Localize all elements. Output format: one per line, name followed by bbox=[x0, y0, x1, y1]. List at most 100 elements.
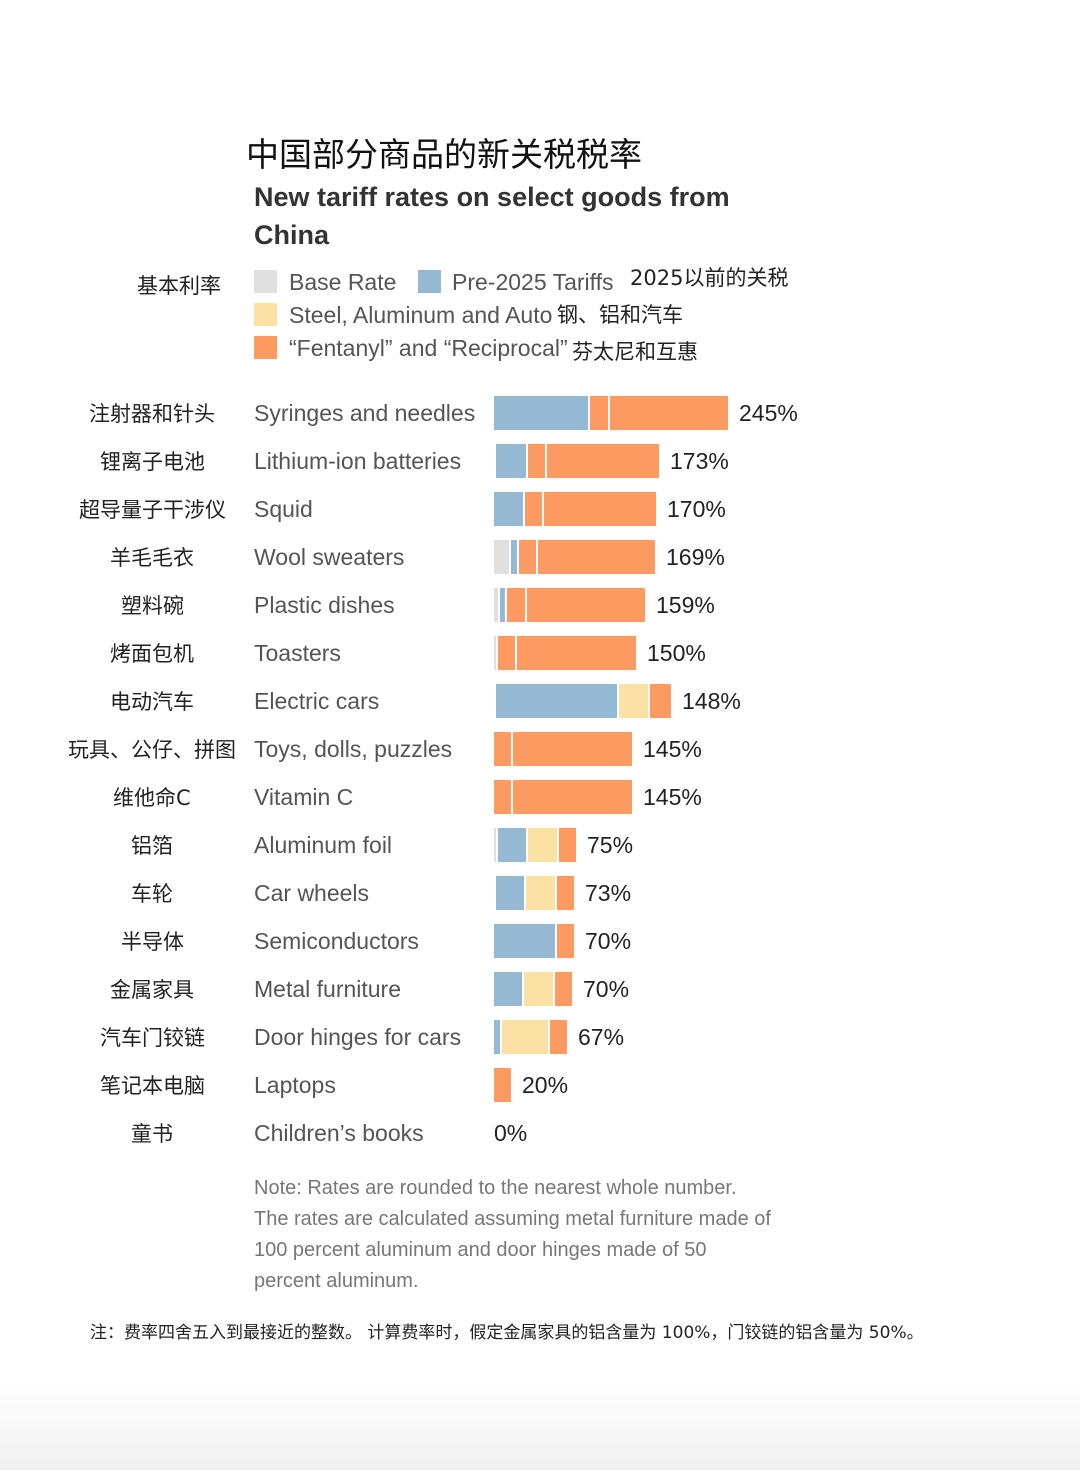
bar-segment-pre2025 bbox=[495, 876, 526, 910]
bar-segment-steel bbox=[527, 828, 559, 862]
bar-value-label: 70% bbox=[585, 928, 632, 954]
bar-segment-pre2025 bbox=[494, 492, 525, 526]
bar-segment-fentanyl bbox=[549, 1020, 570, 1054]
legend-swatch-base bbox=[254, 270, 277, 293]
bar-segment-base bbox=[494, 588, 500, 622]
bar-segment-fentanyl bbox=[494, 732, 514, 766]
legend-title: 基本利率 bbox=[137, 274, 221, 298]
bar-value-label: 70% bbox=[583, 976, 630, 1002]
chart-subtitle-en: New tariff rates on select goods from Ch… bbox=[254, 182, 730, 250]
bar-value-label: 173% bbox=[670, 448, 729, 474]
bar-segment-steel bbox=[523, 972, 555, 1006]
bar-value-label: 145% bbox=[643, 736, 702, 762]
bar-value-label: 169% bbox=[666, 544, 725, 570]
row-label-cn: 超导量子干涉仪 bbox=[79, 498, 226, 522]
legend-label-steel: Steel, Aluminum and Auto bbox=[289, 302, 553, 328]
row-label-cn: 半导体 bbox=[121, 930, 184, 954]
bar-value-label: 148% bbox=[682, 688, 741, 714]
row-label-en: Metal furniture bbox=[254, 976, 402, 1002]
bar-segment-base bbox=[494, 828, 498, 862]
bar-value-label: 159% bbox=[656, 592, 715, 618]
row-label-en: Lithium-ion batteries bbox=[254, 448, 462, 474]
row-label-en: Aluminum foil bbox=[254, 832, 393, 858]
bar-segment-fentanyl bbox=[538, 540, 657, 574]
row-label-cn: 注射器和针头 bbox=[89, 402, 215, 426]
note-chinese: 注：费率四舍五入到最接近的整数。 计算费率时，假定金属家具的铝含量为 100%，… bbox=[90, 1323, 924, 1343]
row-label-cn: 维他命C bbox=[113, 786, 191, 810]
row-label-cn: 锂离子电池 bbox=[100, 450, 205, 474]
row-label-cn: 车轮 bbox=[131, 882, 173, 906]
legend-label-steel-cn: 钢、铝和汽车 bbox=[557, 303, 683, 327]
bar-segment-pre2025 bbox=[495, 684, 620, 718]
row-label-cn: 笔记本电脑 bbox=[100, 1074, 205, 1098]
row-label-en: Toys, dolls, puzzles bbox=[254, 736, 453, 762]
bar-value-label: 67% bbox=[578, 1024, 625, 1050]
bar-segment-base bbox=[494, 876, 496, 910]
bar-segment-fentanyl bbox=[517, 636, 639, 670]
bar-segment-fentanyl bbox=[609, 396, 730, 430]
legend-label-pre2025: Pre-2025 Tariffs bbox=[452, 269, 614, 295]
row-label-cn: 童书 bbox=[131, 1122, 173, 1146]
bar-segment-steel bbox=[525, 876, 557, 910]
bar-segment-base bbox=[494, 684, 496, 718]
row-label-en: Squid bbox=[254, 496, 313, 522]
bar-segment-pre2025 bbox=[494, 924, 557, 958]
row-label-en: Semiconductors bbox=[254, 928, 419, 954]
legend-swatch-fentanyl bbox=[254, 336, 277, 359]
bar-segment-pre2025 bbox=[511, 540, 520, 574]
legend-label-fentanyl-cn: 芬太尼和互惠 bbox=[572, 340, 698, 364]
bar-value-label: 150% bbox=[647, 640, 706, 666]
bar-value-label: 245% bbox=[739, 400, 798, 426]
bar-segment-pre2025 bbox=[499, 588, 508, 622]
row-label-en: Car wheels bbox=[254, 880, 370, 906]
row-label-cn: 电动汽车 bbox=[110, 690, 194, 714]
bar-value-label: 20% bbox=[522, 1072, 569, 1098]
bar-segment-fentanyl bbox=[527, 444, 547, 478]
row-label-en: Vitamin C bbox=[254, 784, 354, 810]
bar-segment-pre2025 bbox=[495, 444, 528, 478]
bar-segment-fentanyl bbox=[554, 972, 574, 1006]
bar-segment-base bbox=[494, 540, 512, 574]
bar-segment-fentanyl bbox=[546, 444, 661, 478]
row-label-en: Laptops bbox=[254, 1072, 336, 1098]
bar-segment-fentanyl bbox=[513, 732, 634, 766]
legend-swatch-steel bbox=[254, 303, 277, 326]
legend-label-base: Base Rate bbox=[289, 269, 397, 295]
bar-value-label: 0% bbox=[494, 1120, 528, 1146]
row-label-en: Syringes and needles bbox=[254, 400, 476, 426]
legend-label-fentanyl: “Fentanyl” and “Reciprocal” bbox=[289, 335, 568, 361]
bar-segment-base bbox=[494, 636, 498, 670]
bar-segment-pre2025 bbox=[494, 396, 591, 430]
note-english: Note: Rates are rounded to the nearest w… bbox=[254, 1177, 771, 1292]
row-label-cn: 金属家具 bbox=[110, 978, 194, 1002]
bar-segment-fentanyl bbox=[556, 876, 576, 910]
bar-segment-fentanyl bbox=[590, 396, 610, 430]
row-label-en: Wool sweaters bbox=[254, 544, 405, 570]
row-label-en: Plastic dishes bbox=[254, 592, 395, 618]
bar-segment-fentanyl bbox=[556, 924, 576, 958]
bar-segment-fentanyl bbox=[558, 828, 578, 862]
bar-value-label: 170% bbox=[667, 496, 726, 522]
row-label-cn: 玩具、公仔、拼图 bbox=[68, 738, 236, 762]
bar-segment-fentanyl bbox=[544, 492, 658, 526]
bar-segment-fentanyl bbox=[650, 684, 674, 718]
bar-segment-fentanyl bbox=[513, 780, 634, 814]
legend-swatch-pre2025 bbox=[418, 270, 441, 293]
bar-segment-fentanyl bbox=[494, 1068, 514, 1102]
bar-segment-pre2025 bbox=[494, 972, 524, 1006]
bar-segment-steel bbox=[619, 684, 651, 718]
bar-segment-pre2025 bbox=[494, 1020, 502, 1054]
row-label-en: Electric cars bbox=[254, 688, 380, 714]
bar-segment-fentanyl bbox=[519, 540, 539, 574]
bar-segment-fentanyl bbox=[507, 588, 527, 622]
row-label-cn: 塑料碗 bbox=[121, 594, 184, 618]
bar-segment-fentanyl bbox=[497, 636, 518, 670]
row-label-en: Door hinges for cars bbox=[254, 1024, 462, 1050]
bar-segment-pre2025 bbox=[497, 828, 528, 862]
row-label-cn: 汽车门铰链 bbox=[100, 1026, 205, 1050]
bar-value-label: 73% bbox=[585, 880, 632, 906]
bar-segment-steel bbox=[501, 1020, 550, 1054]
bar-segment-fentanyl bbox=[524, 492, 545, 526]
chart-title-cn: 中国部分商品的新关税税率 bbox=[246, 135, 642, 174]
bar-value-label: 75% bbox=[587, 832, 634, 858]
